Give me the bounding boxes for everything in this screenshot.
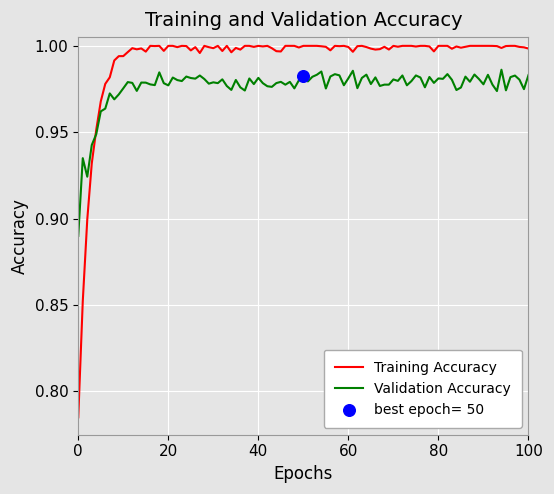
Training Accuracy: [394, 44, 401, 50]
Validation Accuracy: [525, 72, 532, 78]
Line: Training Accuracy: Training Accuracy: [78, 46, 529, 417]
Validation Accuracy: [282, 82, 289, 87]
Title: Training and Validation Accuracy: Training and Validation Accuracy: [145, 11, 462, 30]
Validation Accuracy: [345, 75, 352, 81]
Validation Accuracy: [498, 67, 505, 73]
X-axis label: Epochs: Epochs: [274, 465, 333, 483]
Training Accuracy: [417, 43, 424, 49]
Y-axis label: Accuracy: Accuracy: [11, 198, 29, 274]
Training Accuracy: [350, 49, 356, 55]
Line: Validation Accuracy: Validation Accuracy: [78, 70, 529, 236]
Training Accuracy: [106, 74, 113, 80]
Training Accuracy: [75, 414, 81, 420]
Validation Accuracy: [413, 73, 419, 79]
best epoch= 50: [299, 72, 308, 80]
Training Accuracy: [192, 44, 199, 50]
Validation Accuracy: [75, 233, 81, 239]
Validation Accuracy: [187, 75, 194, 81]
Training Accuracy: [286, 43, 293, 49]
Legend: Training Accuracy, Validation Accuracy, best epoch= 50: Training Accuracy, Validation Accuracy, …: [324, 350, 521, 428]
Validation Accuracy: [390, 77, 397, 82]
Training Accuracy: [525, 45, 532, 51]
Validation Accuracy: [106, 90, 113, 96]
Training Accuracy: [147, 43, 153, 49]
